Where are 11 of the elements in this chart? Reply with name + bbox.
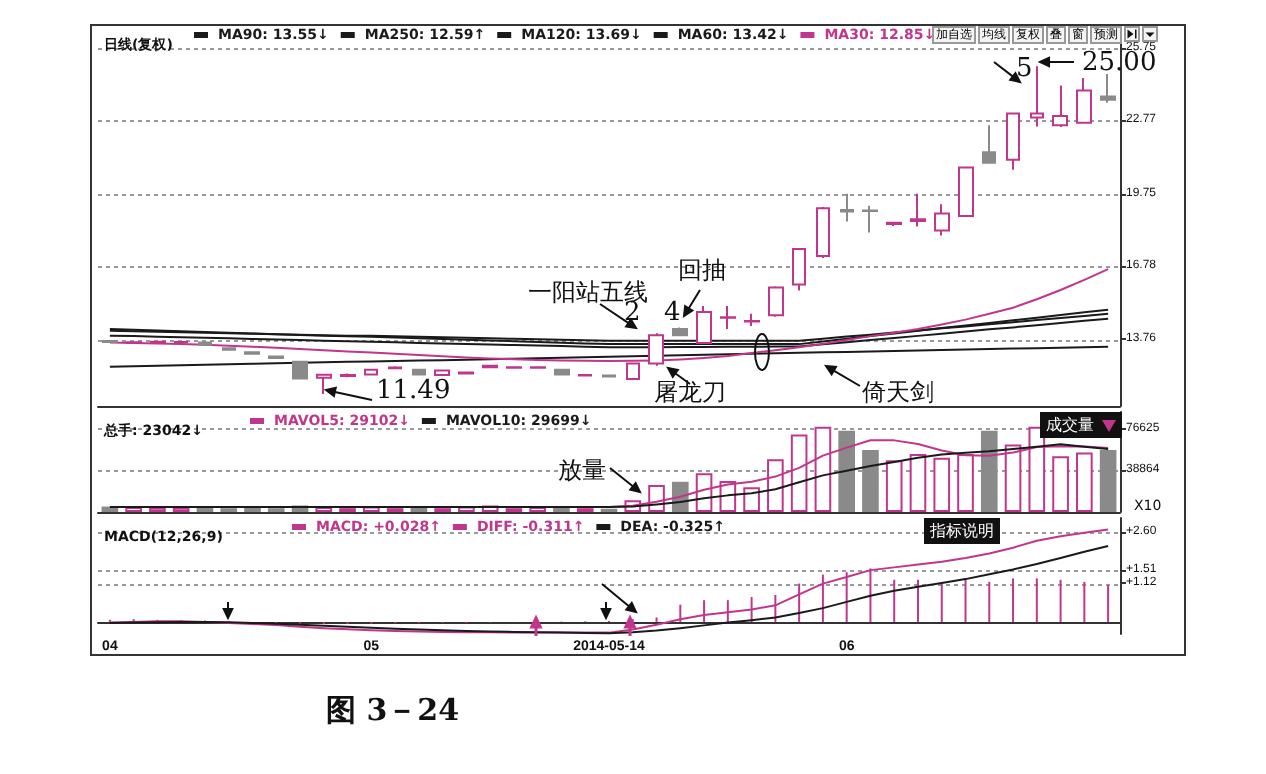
- annotation: 回抽: [678, 256, 726, 284]
- annotation: 5: [1016, 54, 1033, 84]
- caption: 图 3－24: [326, 692, 460, 728]
- annotation: 4: [664, 298, 681, 328]
- annotation: 成交量: [1046, 414, 1094, 436]
- annotation: 一阳站五线: [528, 278, 648, 306]
- annotation: 指标说明: [930, 520, 994, 542]
- annotation: 放量: [558, 456, 606, 484]
- annotation: 倚天剑: [862, 378, 934, 406]
- annotation: 屠龙刀: [654, 378, 726, 406]
- annotation: 11.49: [376, 376, 451, 406]
